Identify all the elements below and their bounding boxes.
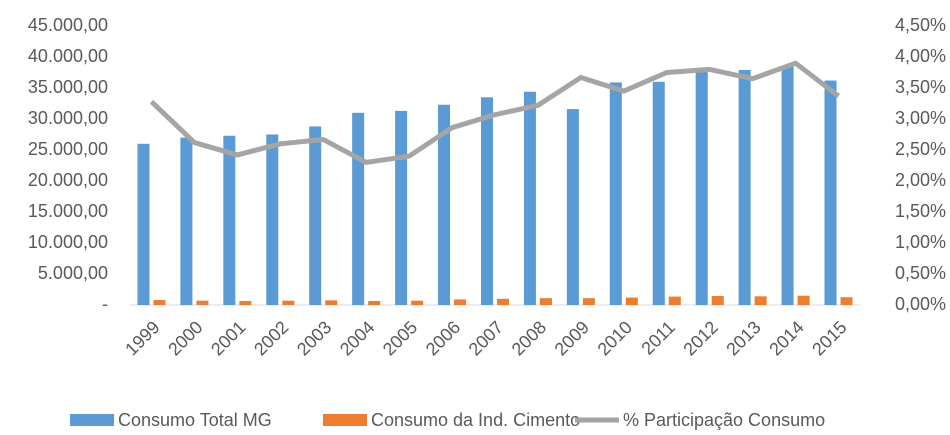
bar [695, 69, 708, 306]
legend-label: Consumo da Ind. Cimento [371, 410, 580, 430]
bar [180, 137, 193, 305]
bar [239, 300, 252, 305]
bar [539, 298, 552, 305]
bar [566, 109, 579, 305]
y-tick-label: 45.000,00 [28, 15, 108, 35]
y-tick-label: 30.000,00 [28, 108, 108, 128]
bar [309, 126, 322, 305]
x-tick-label: 2002 [250, 317, 292, 359]
bar [738, 70, 751, 306]
x-tick-label: 2007 [465, 317, 507, 359]
x-tick-label: 2012 [679, 317, 721, 359]
y-tick-label: 10.000,00 [28, 232, 108, 252]
y-tick-label: 25.000,00 [28, 139, 108, 159]
legend-label: Consumo Total MG [118, 410, 272, 430]
bar [352, 112, 365, 305]
y2-tick-label: 4,00% [895, 46, 946, 66]
y-tick-label: 15.000,00 [28, 201, 108, 221]
x-tick-label: 2004 [336, 317, 378, 359]
x-tick-label: 2010 [594, 317, 636, 359]
bar [325, 300, 338, 305]
bar [480, 97, 493, 305]
x-tick-label: 2001 [207, 317, 249, 359]
bar [411, 300, 424, 305]
bar [797, 295, 810, 305]
y-tick-label: 20.000,00 [28, 170, 108, 190]
x-tick-label: 2000 [164, 317, 206, 359]
x-tick-label: 2014 [765, 317, 807, 359]
x-tick-label: 2006 [422, 317, 464, 359]
bar [824, 80, 837, 305]
bar [840, 297, 853, 305]
bar [625, 297, 638, 305]
y2-tick-label: 3,00% [895, 108, 946, 128]
bar [609, 82, 622, 305]
bar [668, 296, 681, 305]
bar [368, 300, 381, 305]
y-tick-label: 35.000,00 [28, 77, 108, 97]
y2-tick-label: 3,50% [895, 77, 946, 97]
x-tick-label: 2008 [508, 317, 550, 359]
y2-tick-label: 2,00% [895, 170, 946, 190]
y-tick-label: - [102, 294, 108, 314]
x-tick-label: 1999 [121, 317, 163, 359]
bar [438, 104, 451, 306]
bar [582, 298, 595, 305]
bar [196, 300, 209, 305]
x-tick-label: 2005 [379, 317, 421, 359]
y2-tick-label: 0,00% [895, 294, 946, 314]
y2-tick-label: 0,50% [895, 263, 946, 283]
y2-tick-label: 1,50% [895, 201, 946, 221]
y2-tick-label: 2,50% [895, 139, 946, 159]
legend-swatch [70, 414, 114, 426]
bar [711, 296, 724, 305]
bar [223, 135, 236, 305]
bar [454, 299, 467, 305]
bar [395, 110, 408, 305]
bar [282, 300, 295, 305]
line [149, 60, 841, 165]
y2-tick-label: 4,50% [895, 15, 946, 35]
y2-tick-label: 1,00% [895, 232, 946, 252]
legend-swatch [323, 414, 367, 426]
x-tick-label: 2011 [637, 317, 679, 359]
bar [266, 134, 279, 305]
x-tick-label: 2013 [722, 317, 764, 359]
y-tick-label: 40.000,00 [28, 46, 108, 66]
bar [754, 296, 767, 305]
x-tick-label: 2009 [551, 317, 593, 359]
bar [137, 143, 150, 305]
bar [781, 65, 794, 306]
bar [652, 81, 665, 305]
y-tick-label: 5.000,00 [38, 263, 108, 283]
bar [523, 91, 536, 305]
bar [153, 300, 166, 305]
bar [497, 298, 510, 305]
x-tick-label: 2015 [808, 317, 850, 359]
legend-label: % Participação Consumo [623, 410, 825, 430]
x-tick-label: 2003 [293, 317, 335, 359]
